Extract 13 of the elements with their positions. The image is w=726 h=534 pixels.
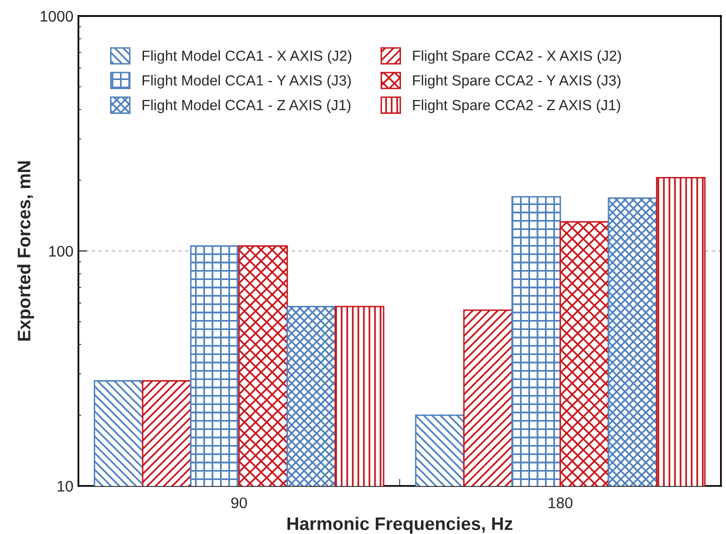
y-axis-title: Exported Forces, mN [17, 161, 34, 341]
x-tick-label: 180 [548, 497, 572, 508]
y-tick-label: 1000 [40, 10, 73, 22]
legend-label: Flight Spare CCA2 - Z AXIS (J1) [413, 100, 620, 114]
legend-label: Flight Spare CCA2 - Y AXIS (J3) [413, 74, 620, 88]
legend-label: Flight Model CCA1 - Z AXIS (J1) [142, 100, 350, 114]
legend-label: Flight Spare CCA2 - X AXIS (J2) [413, 50, 621, 64]
y-tick-label: 100 [49, 246, 73, 257]
legend-label: Flight Model CCA1 - X AXIS (J2) [142, 50, 352, 64]
x-axis-title: Harmonic Frequencies, Hz [287, 516, 512, 534]
legend-label: Flight Model CCA1 - Y AXIS (J3) [142, 74, 351, 88]
y-tick-label: 10 [58, 480, 73, 492]
x-tick-label: 90 [231, 497, 247, 508]
